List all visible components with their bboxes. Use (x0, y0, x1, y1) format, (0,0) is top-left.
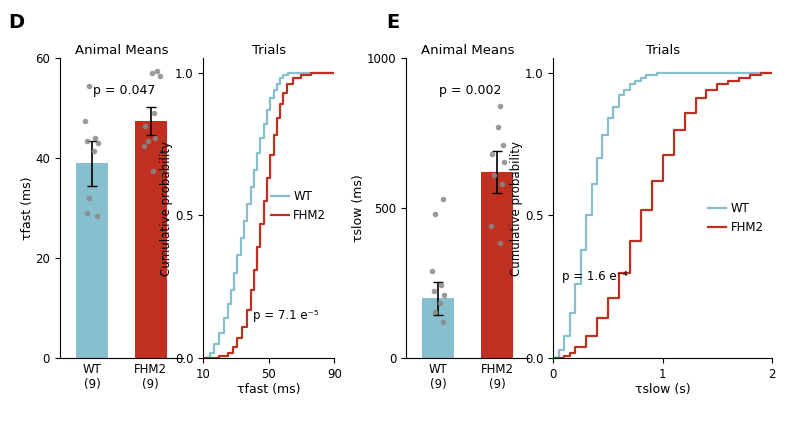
Point (494, 103, 506, 110)
Point (486, 151, 498, 158)
Text: p = 0.047: p = 0.047 (92, 84, 155, 97)
Point (83, 82, 96, 89)
X-axis label: τslow (s): τslow (s) (635, 383, 690, 396)
Title: Trials: Trials (252, 44, 286, 57)
Y-axis label: Cumulative probability: Cumulative probability (510, 141, 524, 276)
Point (426, 268, 439, 275)
Point (153, 72, 166, 79)
Point (92, 140, 104, 147)
Point (150, 67, 163, 74)
Point (435, 281, 447, 289)
Point (429, 308, 442, 315)
Legend: WT, FHM2: WT, FHM2 (266, 185, 331, 226)
Point (138, 142, 150, 149)
Legend: WT, FHM2: WT, FHM2 (704, 197, 768, 238)
Text: p = 0.002: p = 0.002 (439, 84, 501, 97)
Point (429, 211, 442, 218)
Point (438, 292, 451, 299)
Text: E: E (386, 13, 400, 32)
Point (83, 195, 96, 202)
Point (494, 239, 506, 246)
Point (498, 158, 510, 165)
X-axis label: τfast (ms): τfast (ms) (237, 383, 300, 396)
Y-axis label: τslow (ms): τslow (ms) (352, 174, 365, 242)
Point (427, 287, 440, 294)
Bar (135, 121, 167, 358)
Point (146, 167, 159, 174)
Point (488, 172, 501, 179)
Y-axis label: τfast (ms): τfast (ms) (21, 177, 33, 240)
Text: p = 7.1 e⁻⁵: p = 7.1 e⁻⁵ (253, 310, 318, 323)
Point (81, 210, 94, 217)
Point (485, 223, 498, 230)
Point (149, 135, 162, 142)
Point (142, 137, 154, 144)
Point (81, 137, 94, 144)
Point (495, 181, 508, 188)
Y-axis label: Cumulative probability: Cumulative probability (160, 141, 174, 276)
Point (88, 147, 100, 155)
Point (88, 135, 101, 142)
Point (79, 117, 92, 125)
Point (139, 122, 151, 129)
Point (436, 196, 449, 203)
Title: Animal Means: Animal Means (75, 44, 168, 57)
Bar (76, 163, 108, 358)
Point (147, 110, 160, 117)
Text: p = 1.6 e⁻⁴: p = 1.6 e⁻⁴ (562, 270, 627, 283)
Title: Animal Means: Animal Means (421, 44, 514, 57)
Bar (481, 172, 513, 358)
Point (90, 212, 103, 220)
Point (492, 124, 505, 131)
Point (434, 299, 447, 306)
Point (146, 69, 158, 77)
Point (497, 142, 509, 149)
Bar (422, 298, 455, 358)
Text: D: D (8, 13, 24, 32)
Point (436, 319, 449, 326)
Title: Trials: Trials (646, 44, 680, 57)
